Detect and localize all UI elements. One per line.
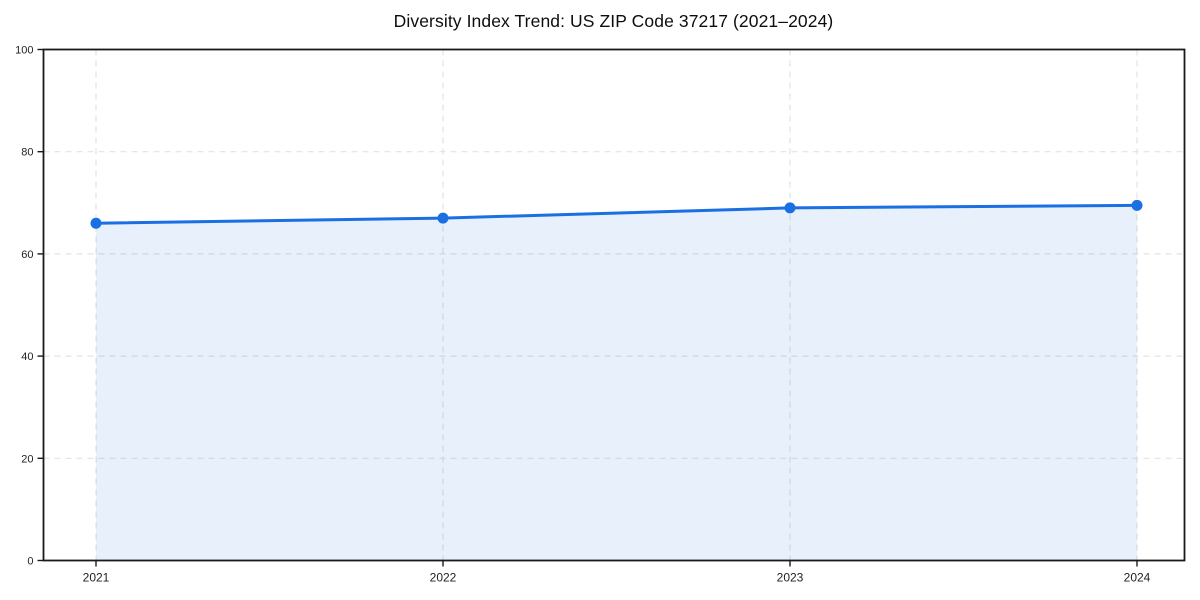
data-point-marker — [437, 212, 449, 224]
x-tick-label: 2022 — [430, 571, 457, 585]
data-point-marker — [784, 202, 796, 214]
area-fill — [96, 205, 1137, 561]
data-point-marker — [90, 217, 102, 229]
data-point-marker — [1131, 199, 1143, 211]
x-tick-label: 2021 — [83, 571, 110, 585]
plot-border — [42, 48, 1186, 562]
y-tick-label: 80 — [21, 147, 33, 159]
y-tick-label: 40 — [21, 351, 33, 363]
y-tick-label: 60 — [21, 249, 33, 261]
trend-line — [94, 203, 1139, 225]
x-tick-label: 2023 — [777, 571, 804, 585]
y-tick-label: 20 — [21, 453, 33, 465]
y-tick-label: 0 — [27, 556, 33, 568]
chart-title: Diversity Index Trend: US ZIP Code 37217… — [393, 11, 834, 31]
y-tick-label: 100 — [15, 45, 33, 57]
x-tick-label: 2024 — [1124, 571, 1151, 585]
